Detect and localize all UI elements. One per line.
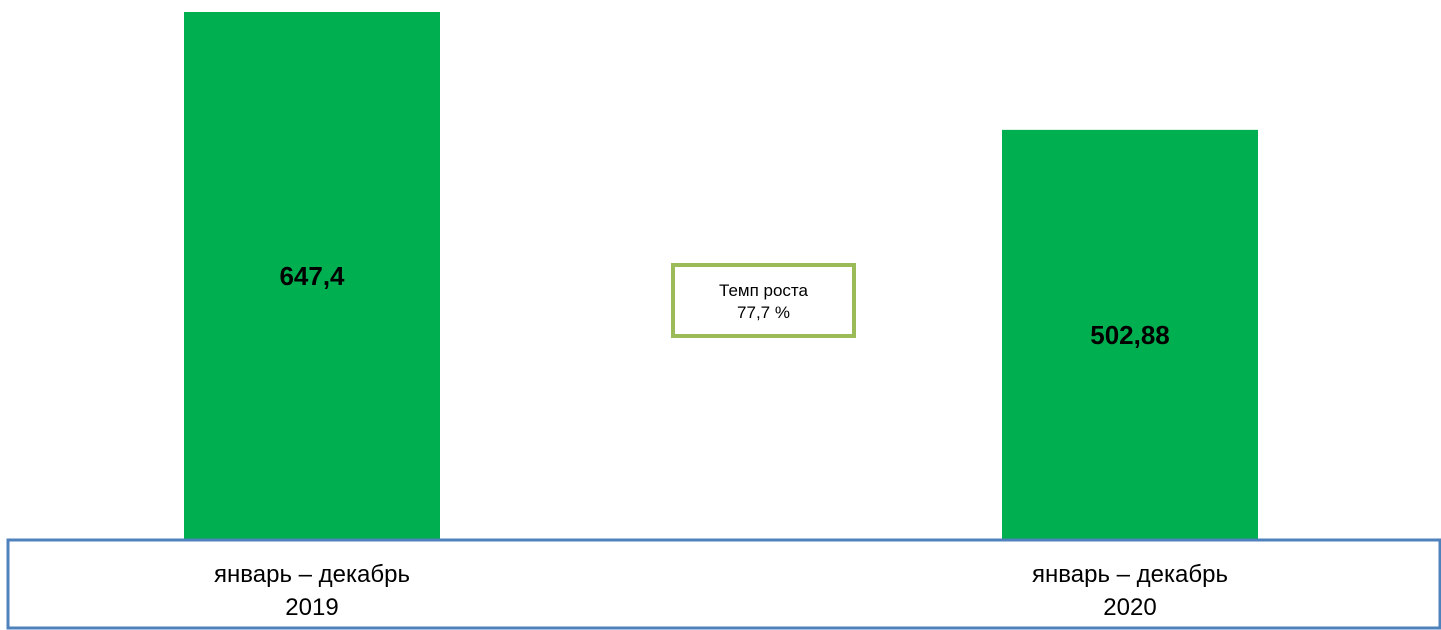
annotation-box xyxy=(671,263,856,338)
category-labels-group: январь – декабрь 2019 январь – декабрь 2020 xyxy=(214,561,1228,621)
annotation-line-1: Темп роста xyxy=(719,281,809,300)
category-label-2-line-1: январь – декабрь xyxy=(1032,561,1228,588)
bar-2 xyxy=(1002,129,1258,541)
bars-group: 647,4 502,88 xyxy=(184,12,1258,541)
category-label-2-line-2: 2020 xyxy=(1103,594,1156,621)
growth-rate-annotation: Темп роста 77,7 % xyxy=(671,263,856,338)
bar-value-label-1: 647,4 xyxy=(279,261,345,291)
bar-1 xyxy=(184,12,440,540)
annotation-line-2: 77,7 % xyxy=(737,303,790,322)
bar-value-label-2: 502,88 xyxy=(1090,320,1170,350)
category-label-1-line-1: январь – декабрь xyxy=(214,561,410,588)
category-axis-box xyxy=(6,538,1441,630)
category-label-1-line-2: 2019 xyxy=(285,594,338,621)
